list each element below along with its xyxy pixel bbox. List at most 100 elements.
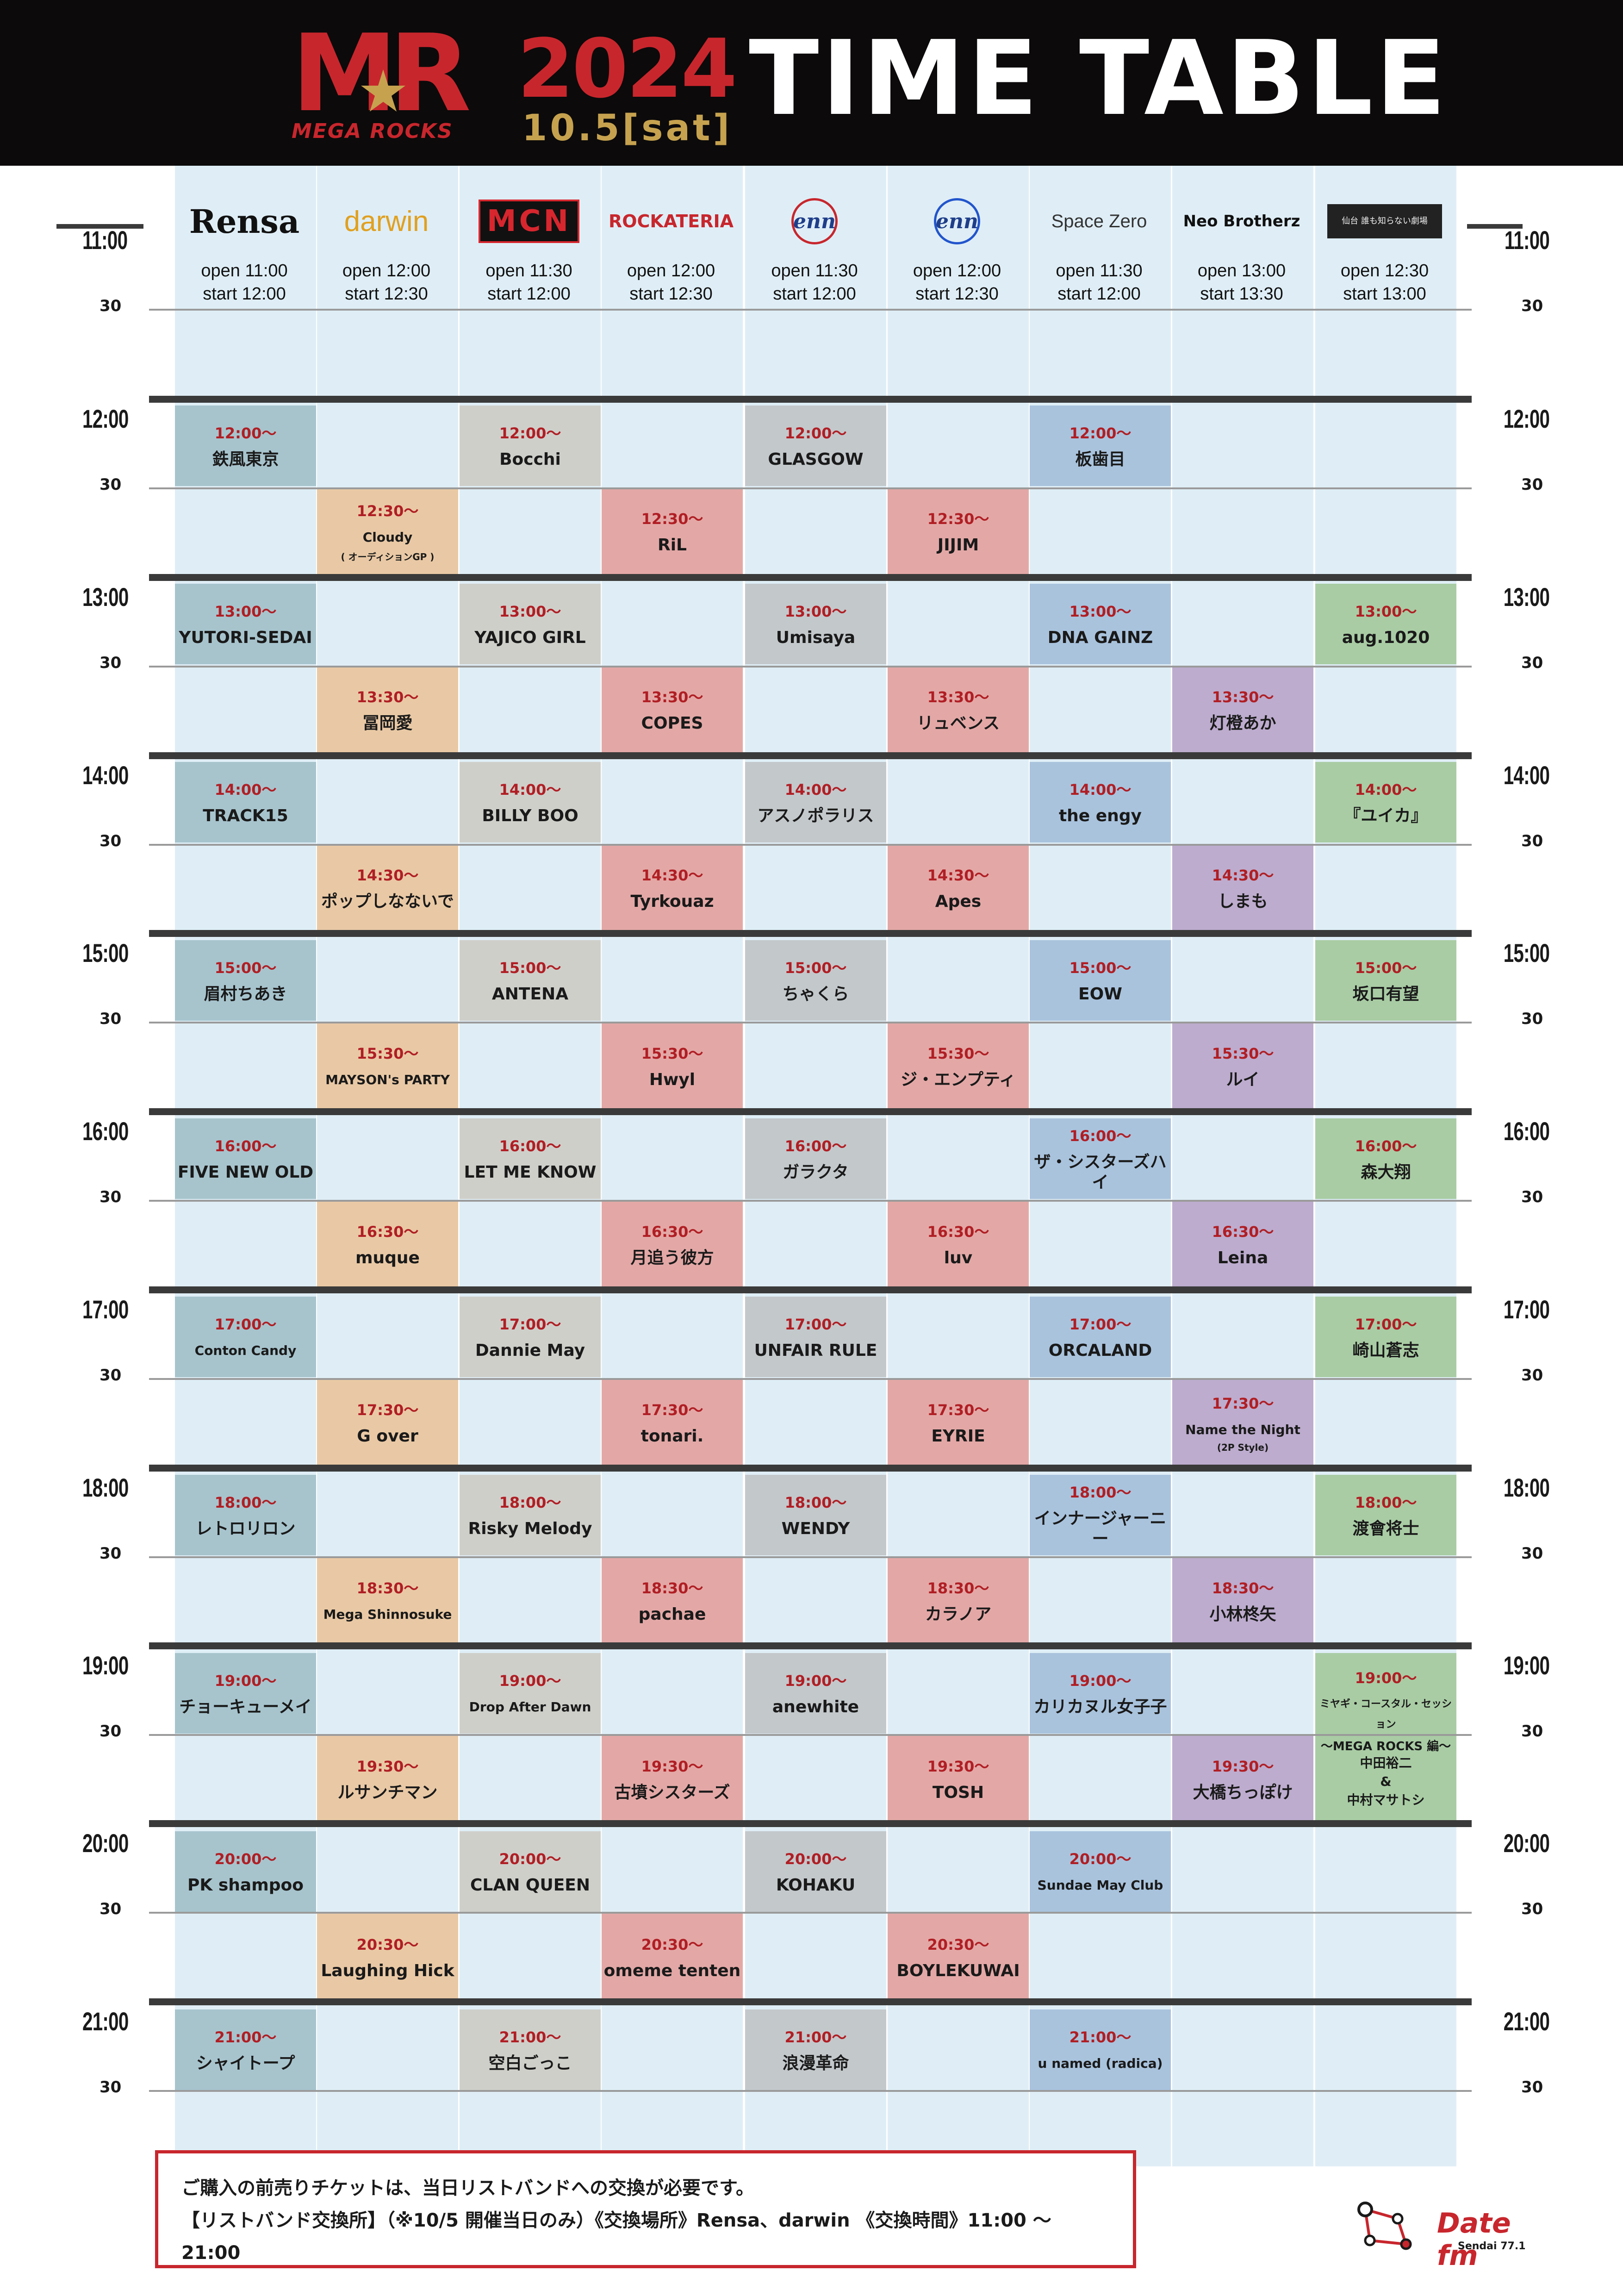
time-label-left: 16:00 xyxy=(82,1117,129,1146)
performance-cell[interactable]: 13:30～ 冨岡愛 xyxy=(317,666,458,753)
artist-name: Risky Melody xyxy=(468,1519,592,1538)
performance-cell[interactable]: 16:30～ 月追う彼方 xyxy=(602,1200,743,1288)
performance-cell[interactable]: 19:00～ カリカヌル女子子 xyxy=(1030,1653,1171,1734)
performance-cell[interactable]: 20:00～ KOHAKU xyxy=(745,1831,886,1912)
performance-cell[interactable]: 15:30～ Hwyl xyxy=(602,1022,743,1110)
performance-cell[interactable]: 12:00～ 板歯目 xyxy=(1030,406,1171,486)
performance-cell[interactable]: 19:00～ ミヤギ・コースタル・セッション ～MEGA ROCKS 編～ 中田裕二 &… xyxy=(1315,1653,1456,1822)
performance-cell[interactable]: 17:00～ Dannie May xyxy=(460,1297,601,1377)
performance-cell[interactable]: 15:30～ ジ・エンプティ xyxy=(888,1022,1029,1110)
performance-cell[interactable]: 17:00～ UNFAIR RULE xyxy=(745,1297,886,1377)
performance-cell[interactable]: 13:00～ YUTORI-SEDAI xyxy=(175,584,316,664)
performance-cell[interactable]: 12:30～ JIJIM xyxy=(888,487,1029,575)
performance-cell[interactable]: 12:30～ Cloudy ( オーディションGP ) xyxy=(317,487,458,575)
performance-cell[interactable]: 14:00～ 『ユイカ』 xyxy=(1315,762,1456,842)
performance-cell[interactable]: 16:30～ luv xyxy=(888,1200,1029,1288)
half-label-right: 30 xyxy=(1521,1366,1543,1385)
performance-cell[interactable]: 18:30～ 小林柊矢 xyxy=(1172,1557,1313,1644)
performance-cell[interactable]: 14:30～ しまも xyxy=(1172,844,1313,931)
performance-cell[interactable]: 19:30～ 大橋ちっぽけ xyxy=(1172,1735,1313,1822)
performance-cell[interactable]: 12:00～ Bocchi xyxy=(460,406,601,486)
venue-open-time: open 11:00 xyxy=(201,261,288,281)
half-label-right: 30 xyxy=(1521,1544,1543,1563)
performance-cell[interactable]: 15:00～ ちゃくら xyxy=(745,940,886,1021)
performance-cell[interactable]: 15:30～ MAYSON's PARTY xyxy=(317,1022,458,1110)
performance-cell[interactable]: 17:00～ Conton Candy xyxy=(175,1297,316,1377)
performance-cell[interactable]: 14:00～ TRACK15 xyxy=(175,762,316,842)
performance-cell[interactable]: 15:00～ EOW xyxy=(1030,940,1171,1021)
performance-cell[interactable]: 12:00～ 鉄風東京 xyxy=(175,406,316,486)
performance-cell[interactable]: 13:30～ リュベンス xyxy=(888,666,1029,753)
performance-cell[interactable]: 20:30～ omeme tenten xyxy=(602,1913,743,2001)
performance-cell[interactable]: 14:00～ BILLY BOO xyxy=(460,762,601,842)
notice-line-1: ご購入の前売りチケットは、当日リストバンドへの交換が必要です。 xyxy=(181,2177,754,2199)
performance-cell[interactable]: 12:00～ GLASGOW xyxy=(745,406,886,486)
performance-cell[interactable]: 16:00～ 森大翔 xyxy=(1315,1118,1456,1199)
artist-name: 森大翔 xyxy=(1361,1162,1411,1182)
performance-cell[interactable]: 18:30～ カラノア xyxy=(888,1557,1029,1644)
performance-cell[interactable]: 18:00～ Risky Melody xyxy=(460,1475,601,1555)
performance-cell[interactable]: 19:30～ TOSH xyxy=(888,1735,1029,1822)
performance-cell[interactable]: 13:00～ YAJICO GIRL xyxy=(460,584,601,664)
performance-cell[interactable]: 15:00～ 眉村ちあき xyxy=(175,940,316,1021)
performance-cell[interactable]: 13:00～ Umisaya xyxy=(745,584,886,664)
performance-cell[interactable]: 17:00～ 崎山蒼志 xyxy=(1315,1297,1456,1377)
performance-cell[interactable]: 17:30～ Name the Night (2P Style) xyxy=(1172,1379,1313,1466)
performance-cell[interactable]: 16:30～ Leina xyxy=(1172,1200,1313,1288)
performance-cell[interactable]: 19:00～ anewhite xyxy=(745,1653,886,1734)
performance-cell[interactable]: 18:00～ WENDY xyxy=(745,1475,886,1555)
performance-cell[interactable]: 16:30～ muque xyxy=(317,1200,458,1288)
performance-time: 16:30～ xyxy=(356,1223,419,1241)
performance-time: 20:30～ xyxy=(641,1935,703,1953)
performance-cell[interactable]: 18:00～ インナージャーニー xyxy=(1030,1475,1171,1555)
performance-cell[interactable]: 19:00～ Drop After Dawn xyxy=(460,1653,601,1734)
performance-cell[interactable]: 20:30～ Laughing Hick xyxy=(317,1913,458,2001)
performance-cell[interactable]: 13:30～ 灯橙あか xyxy=(1172,666,1313,753)
performance-time: 21:00～ xyxy=(499,2028,561,2046)
wristband-notice: ご購入の前売りチケットは、当日リストバンドへの交換が必要です。 【リストバンド交… xyxy=(155,2150,1136,2268)
half-label-right: 30 xyxy=(1521,831,1543,850)
performance-cell[interactable]: 14:30～ Apes xyxy=(888,844,1029,931)
performance-cell[interactable]: 16:00～ ガラクタ xyxy=(745,1118,886,1199)
performance-cell[interactable]: 13:00～ aug.1020 xyxy=(1315,584,1456,664)
performance-cell[interactable]: 17:00～ ORCALAND xyxy=(1030,1297,1171,1377)
time-label-left: 12:00 xyxy=(82,404,129,433)
performance-cell[interactable]: 19:30～ 古墳シスターズ xyxy=(602,1735,743,1822)
performance-cell[interactable]: 17:30～ tonari. xyxy=(602,1379,743,1466)
performance-cell[interactable]: 16:00～ ザ・シスターズハイ xyxy=(1030,1118,1171,1199)
performance-cell[interactable]: 21:00～ u named (radica) xyxy=(1030,2009,1171,2090)
performance-time: 18:00～ xyxy=(499,1493,561,1511)
performance-cell[interactable]: 15:30～ ルイ xyxy=(1172,1022,1313,1110)
performance-cell[interactable]: 14:30～ ポップしなないで xyxy=(317,844,458,931)
performance-cell[interactable]: 21:00～ 浪漫革命 xyxy=(745,2009,886,2090)
performance-cell[interactable]: 13:00～ DNA GAINZ xyxy=(1030,584,1171,664)
performance-cell[interactable]: 20:00～ CLAN QUEEN xyxy=(460,1831,601,1912)
performance-cell[interactable]: 20:00～ Sundae May Club xyxy=(1030,1831,1171,1912)
performance-cell[interactable]: 16:00～ FIVE NEW OLD xyxy=(175,1118,316,1199)
performance-cell[interactable]: 17:30～ EYRIE xyxy=(888,1379,1029,1466)
performance-cell[interactable]: 21:00～ 空白ごっこ xyxy=(460,2009,601,2090)
performance-cell[interactable]: 14:00～ アスノポラリス xyxy=(745,762,886,842)
performance-cell[interactable]: 20:00～ PK shampoo xyxy=(175,1831,316,1912)
performance-cell[interactable]: 17:30～ G over xyxy=(317,1379,458,1466)
performance-cell[interactable]: 13:30～ COPES xyxy=(602,666,743,753)
performance-cell[interactable]: 18:30～ Mega Shinnosuke xyxy=(317,1557,458,1644)
performance-cell[interactable]: 18:00～ 渡會将士 xyxy=(1315,1475,1456,1555)
performance-cell[interactable]: 21:00～ シャイトープ xyxy=(175,2009,316,2090)
performance-cell[interactable]: 16:00～ LET ME KNOW xyxy=(460,1118,601,1199)
performance-cell[interactable]: 12:30～ RiL xyxy=(602,487,743,575)
performance-cell[interactable]: 14:00～ the engy xyxy=(1030,762,1171,842)
performance-cell[interactable]: 14:30～ Tyrkouaz xyxy=(602,844,743,931)
performance-cell[interactable]: 15:00～ ANTENA xyxy=(460,940,601,1021)
venue-column xyxy=(888,166,1029,2166)
venue-open-time: open 11:30 xyxy=(771,261,858,281)
performance-cell[interactable]: 18:00～ レトロリロン xyxy=(175,1475,316,1555)
performance-cell[interactable]: 15:00～ 坂口有望 xyxy=(1315,940,1456,1021)
performance-time: 15:00～ xyxy=(214,959,277,977)
performance-cell[interactable]: 19:30～ ルサンチマン xyxy=(317,1735,458,1822)
performance-cell[interactable]: 20:30～ BOYLEKUWAI xyxy=(888,1913,1029,2001)
performance-time: 19:30～ xyxy=(356,1757,419,1775)
performance-cell[interactable]: 18:30～ pachae xyxy=(602,1557,743,1644)
artist-name: Sundae May Club xyxy=(1037,1877,1163,1893)
performance-cell[interactable]: 19:00～ チョーキューメイ xyxy=(175,1653,316,1734)
